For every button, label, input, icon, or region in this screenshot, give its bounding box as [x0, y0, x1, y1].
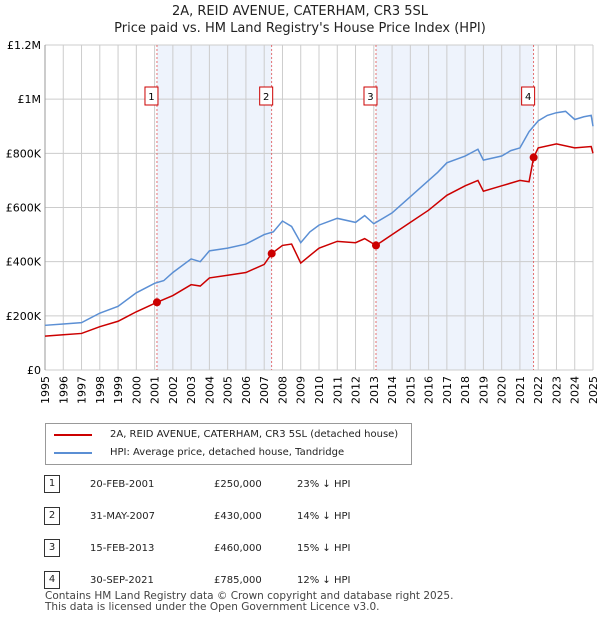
- sale-label-box: [144, 86, 159, 106]
- x-tick-label: 2024: [569, 376, 582, 404]
- chart: 1995 1996 1997 1998 1999 2000 2001 2002 2003 2004…: [6, 39, 600, 404]
- x-tick-label: 2008: [276, 376, 289, 404]
- y-tick-label: £200K: [6, 310, 42, 323]
- sale-point: [267, 249, 276, 258]
- sale-label: 2: [263, 92, 269, 103]
- sale-date: 20-FEB-2001: [90, 479, 155, 490]
- table-row: 2 31-MAY-2007 £430,000 14% ↓ HPI: [44, 507, 444, 527]
- y-tick-label: £1M: [18, 93, 42, 106]
- sale-date: 30-SEP-2021: [90, 575, 154, 586]
- y-tick-label: £600K: [6, 202, 42, 215]
- sale-label-box: [521, 86, 536, 106]
- sale-number: 1: [44, 475, 60, 493]
- sale-number: 3: [44, 539, 60, 557]
- x-tick-label: 2023: [550, 376, 563, 404]
- x-tick-label: 2018: [459, 376, 472, 404]
- y-tick-label: £1.2M: [7, 39, 41, 52]
- chart-subtitle: Price paid vs. HM Land Registry's House …: [114, 21, 486, 36]
- sale-hpi-diff: 15% ↓ HPI: [297, 543, 351, 554]
- x-tick-label: 2001: [149, 376, 162, 404]
- sale-price: £430,000: [214, 511, 262, 522]
- footer-licence: This data is licensed under the Open Gov…: [45, 601, 380, 613]
- table-row: 3 15-FEB-2013 £460,000 15% ↓ HPI: [44, 539, 444, 559]
- x-tick-label: 2004: [203, 376, 216, 404]
- x-tick-label: 2013: [368, 376, 381, 404]
- x-tick-label: 2016: [423, 376, 436, 404]
- sale-label-box: [363, 86, 378, 106]
- x-tick-label: 2010: [313, 376, 326, 404]
- x-tick-label: 2015: [404, 376, 417, 404]
- x-tick-label: 2007: [258, 376, 271, 404]
- x-tick-label: 1997: [76, 376, 89, 404]
- sale-number: 2: [44, 507, 60, 525]
- table-row: 4 30-SEP-2021 £785,000 12% ↓ HPI: [44, 571, 444, 591]
- sale-point: [152, 298, 161, 307]
- x-tick-label: 2017: [441, 376, 454, 404]
- sale-date: 15-FEB-2013: [90, 543, 155, 554]
- legend-price-label: 2A, REID AVENUE, CATERHAM, CR3 5SL (deta…: [110, 429, 399, 440]
- x-tick-label: 2009: [295, 376, 308, 404]
- x-tick-label: 1996: [57, 376, 70, 404]
- x-tick-label: 2021: [514, 376, 527, 404]
- legend-hpi-label: HPI: Average price, detached house, Tand…: [110, 447, 345, 458]
- sale-price: £460,000: [214, 543, 262, 554]
- x-tick-label: 1995: [39, 376, 52, 404]
- table-row: 1 20-FEB-2001 £250,000 23% ↓ HPI: [44, 475, 444, 495]
- x-tick-label: 1998: [94, 376, 107, 404]
- y-tick-label: £0: [27, 364, 41, 377]
- sale-date: 31-MAY-2007: [90, 511, 156, 522]
- x-tick-label: 1999: [112, 376, 125, 404]
- x-tick-label: 2014: [386, 376, 399, 404]
- y-tick-label: £800K: [6, 147, 42, 160]
- chart-title: 2A, REID AVENUE, CATERHAM, CR3 5SL: [171, 4, 429, 19]
- x-tick-label: 2011: [331, 376, 344, 404]
- sale-label: 1: [148, 92, 154, 103]
- x-tick-label: 2003: [185, 376, 198, 404]
- legend: 2A, REID AVENUE, CATERHAM, CR3 5SL (deta…: [45, 423, 412, 465]
- x-tick-label: 2025: [587, 376, 600, 404]
- sale-hpi-diff: 23% ↓ HPI: [297, 479, 351, 490]
- x-tick-label: 2000: [130, 376, 143, 404]
- sale-number: 4: [44, 571, 60, 589]
- sale-label-box: [259, 86, 274, 106]
- footer-copyright: Contains HM Land Registry data © Crown c…: [45, 590, 454, 602]
- x-tick-label: 2020: [496, 376, 509, 404]
- sale-label: 3: [367, 92, 373, 103]
- sale-price: £785,000: [214, 575, 262, 586]
- legend-hpi-swatch: [54, 451, 92, 454]
- sale-hpi-diff: 14% ↓ HPI: [297, 511, 351, 522]
- price-paid-line: [44, 143, 594, 337]
- y-tick-label: £400K: [6, 256, 42, 269]
- x-tick-label: 2012: [350, 376, 363, 404]
- x-tick-label: 2019: [477, 376, 490, 404]
- sale-price: £250,000: [214, 479, 262, 490]
- hpi-line: [44, 110, 594, 327]
- x-tick-label: 2002: [167, 376, 180, 404]
- x-tick-label: 2006: [240, 376, 253, 404]
- footer: Contains HM Land Registry data © Crown c…: [45, 591, 453, 613]
- sale-hpi-diff: 12% ↓ HPI: [297, 575, 351, 586]
- sale-point: [529, 153, 538, 162]
- x-tick-label: 2022: [532, 376, 545, 404]
- sale-label: 4: [525, 92, 531, 103]
- sale-point: [371, 241, 380, 250]
- legend-price-swatch: [54, 433, 92, 436]
- x-tick-label: 2005: [222, 376, 235, 404]
